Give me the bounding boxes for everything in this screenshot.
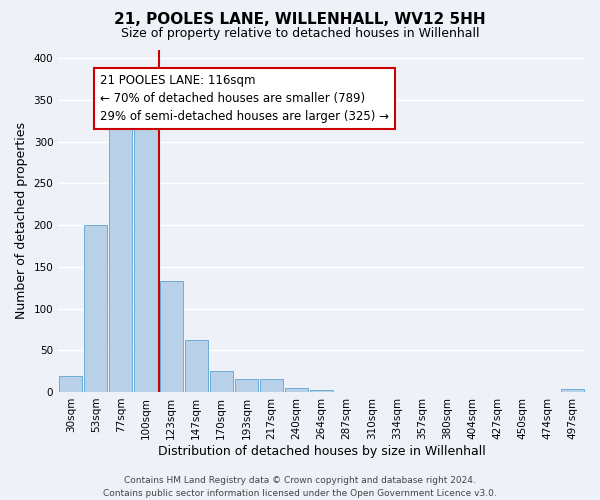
Y-axis label: Number of detached properties: Number of detached properties (15, 122, 28, 320)
Bar (59, 376, 82, 392)
Text: Size of property relative to detached houses in Willenhall: Size of property relative to detached ho… (121, 28, 479, 40)
Bar (561, 388, 584, 392)
X-axis label: Distribution of detached houses by size in Willenhall: Distribution of detached houses by size … (158, 444, 485, 458)
Bar (310, 390, 333, 392)
Text: Contains HM Land Registry data © Crown copyright and database right 2024.
Contai: Contains HM Land Registry data © Crown c… (103, 476, 497, 498)
Bar (260, 378, 283, 392)
Bar (160, 281, 182, 392)
Text: 21 POOLES LANE: 116sqm
← 70% of detached houses are smaller (789)
29% of semi-de: 21 POOLES LANE: 116sqm ← 70% of detached… (100, 74, 389, 123)
Text: 21, POOLES LANE, WILLENHALL, WV12 5HH: 21, POOLES LANE, WILLENHALL, WV12 5HH (114, 12, 486, 28)
Bar (209, 371, 233, 392)
Bar (134, 116, 158, 392)
Bar (109, 121, 133, 392)
Bar (235, 378, 258, 392)
Bar (84, 225, 107, 392)
Bar (285, 388, 308, 392)
Bar (185, 340, 208, 392)
